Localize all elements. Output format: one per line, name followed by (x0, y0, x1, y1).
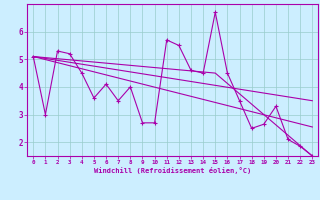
X-axis label: Windchill (Refroidissement éolien,°C): Windchill (Refroidissement éolien,°C) (94, 167, 252, 174)
